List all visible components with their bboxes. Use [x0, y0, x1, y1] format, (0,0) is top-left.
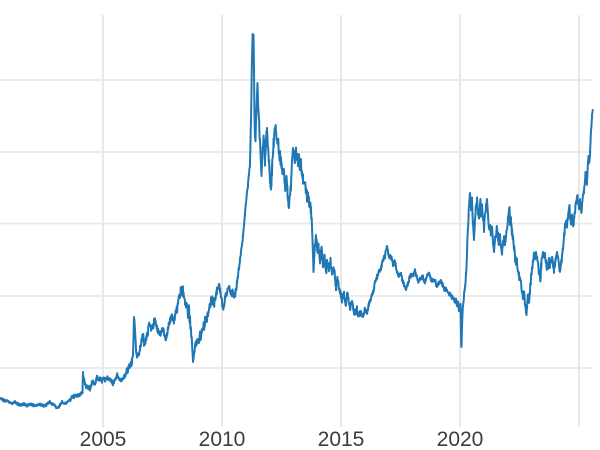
svg-text:2015: 2015	[318, 428, 365, 450]
svg-text:2005: 2005	[80, 428, 127, 450]
svg-text:2020: 2020	[437, 428, 484, 450]
svg-text:2010: 2010	[199, 428, 246, 450]
